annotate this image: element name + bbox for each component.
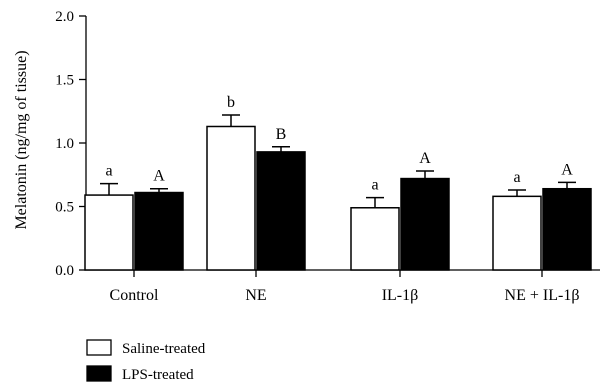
x-axis: Control NE IL-1β NE + IL-1β bbox=[86, 269, 600, 304]
bar bbox=[492, 195, 542, 271]
significance-label: a bbox=[105, 163, 112, 180]
bar bbox=[400, 177, 450, 271]
significance-label: A bbox=[561, 161, 573, 178]
y-tick-label: 1.5 bbox=[55, 73, 74, 89]
significance-label: b bbox=[227, 94, 235, 111]
legend-label: Saline-treated bbox=[122, 341, 206, 357]
y-tick-label: 0.5 bbox=[55, 200, 74, 216]
y-axis-title: Melatonin (ng/mg of tissue) bbox=[13, 50, 30, 229]
x-tick-label: Control bbox=[110, 287, 159, 304]
legend-swatch bbox=[86, 339, 112, 356]
significance-label: A bbox=[153, 168, 165, 185]
bar bbox=[134, 191, 184, 271]
bar bbox=[350, 207, 400, 271]
bars: a Ab Ba Aa A bbox=[84, 94, 592, 271]
y-tick-label: 2.0 bbox=[55, 9, 74, 25]
bar bbox=[206, 125, 256, 271]
legend-swatch bbox=[86, 365, 112, 382]
bar bbox=[542, 187, 592, 271]
significance-label: B bbox=[276, 126, 287, 143]
y-axis: 0.0 0.5 1.0 1.5 2.0 bbox=[55, 9, 87, 279]
significance-label: a bbox=[513, 169, 520, 186]
y-tick-label: 0.0 bbox=[55, 263, 74, 279]
y-tick-label: 1.0 bbox=[55, 136, 74, 152]
x-tick-label: NE + IL-1β bbox=[505, 287, 580, 304]
bar bbox=[84, 194, 134, 271]
legend-label: LPS-treated bbox=[122, 367, 194, 383]
legend: Saline-treated LPS-treated bbox=[86, 339, 206, 383]
x-tick-label: NE bbox=[245, 287, 266, 304]
bar bbox=[256, 151, 306, 271]
significance-label: A bbox=[419, 150, 431, 167]
x-tick-label: IL-1β bbox=[382, 287, 419, 304]
significance-label: a bbox=[371, 177, 378, 194]
